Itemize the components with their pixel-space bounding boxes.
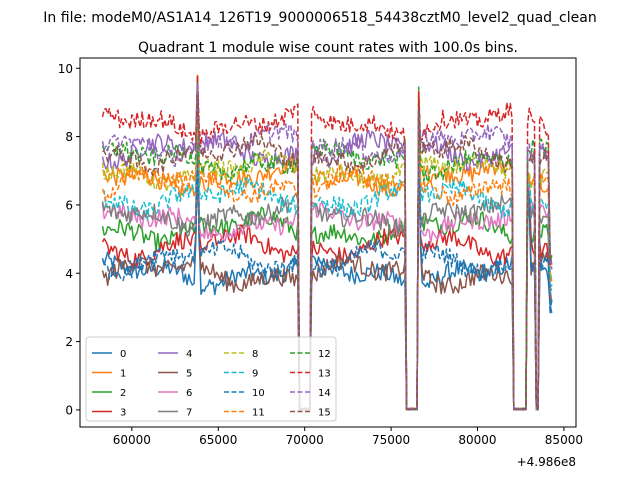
legend-label-3: 3	[120, 408, 126, 419]
x-tick-label: 85000	[545, 433, 583, 447]
legend-label-12: 12	[318, 349, 331, 360]
series-line-12	[101, 76, 553, 411]
y-tick-label: 10	[58, 62, 73, 76]
x-offset-label: +4.986e8	[517, 455, 576, 469]
legend-box	[85, 336, 337, 422]
legend-label-9: 9	[252, 369, 258, 380]
legend-label-8: 8	[252, 349, 258, 360]
legend-label-15: 15	[318, 408, 331, 419]
series-line-13	[101, 74, 553, 411]
chart-title: Quadrant 1 module wise count rates with …	[138, 40, 518, 56]
series-line-15	[102, 93, 553, 411]
series-layer	[101, 74, 553, 411]
legend-label-1: 1	[120, 369, 126, 380]
series-line-10	[102, 110, 553, 411]
y-tick-label: 2	[65, 335, 73, 349]
legend-label-7: 7	[186, 408, 192, 419]
x-tick-label: 70000	[286, 433, 324, 447]
y-tick-label: 0	[65, 403, 73, 417]
y-tick-label: 8	[65, 130, 73, 144]
x-tick-label: 60000	[113, 433, 151, 447]
y-tick-label: 4	[65, 267, 73, 281]
series-line-8	[101, 89, 553, 411]
series-line-14	[101, 83, 553, 411]
legend-label-13: 13	[318, 369, 331, 380]
legend-label-4: 4	[186, 349, 192, 360]
series-line-3	[101, 87, 553, 411]
plot-frame	[79, 57, 577, 428]
legend-label-5: 5	[186, 369, 192, 380]
x-tick-label: 65000	[199, 433, 237, 447]
legend-label-10: 10	[252, 388, 265, 399]
legend-label-14: 14	[318, 388, 331, 399]
x-axis: 60000 65000 70000 75000 80000 85000	[113, 427, 583, 447]
y-tick-label: 6	[65, 198, 73, 212]
legend-label-6: 6	[186, 388, 192, 399]
x-tick-label: 80000	[458, 433, 496, 447]
series-line-7	[101, 88, 553, 411]
series-line-1	[102, 74, 553, 411]
series-line-11	[101, 92, 553, 411]
series-line-9	[102, 88, 553, 411]
legend-label-0: 0	[120, 349, 126, 360]
x-tick-label: 75000	[372, 433, 410, 447]
legend-label-11: 11	[252, 408, 265, 419]
figure-suptitle: In file: modeM0/AS1A14_126T19_9000006518…	[43, 10, 596, 26]
legend-label-2: 2	[120, 388, 126, 399]
series-line-5	[101, 113, 553, 411]
y-axis: 0 2 4 6 8 10	[58, 62, 80, 417]
